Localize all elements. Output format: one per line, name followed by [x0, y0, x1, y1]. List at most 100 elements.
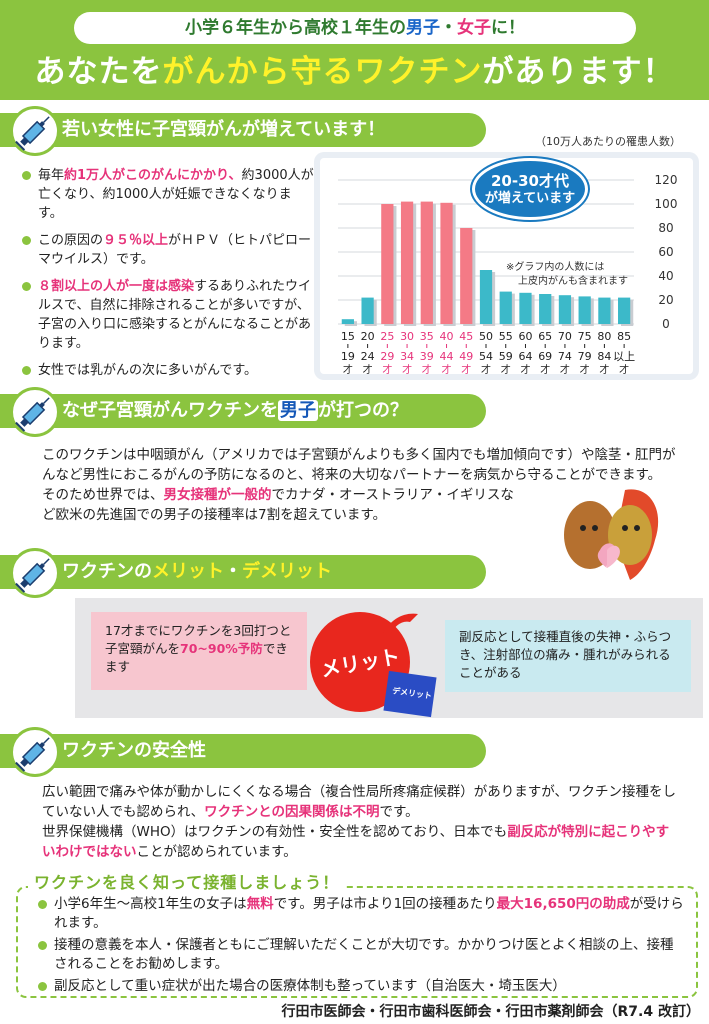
x-tick-label: 74 — [558, 350, 572, 363]
recommendation-box — [16, 886, 698, 998]
x-tick-label: 69 — [538, 350, 552, 363]
x-tick-unit: 才 — [461, 363, 471, 376]
x-tick-unit: 才 — [560, 363, 570, 376]
note-line1: ※グラフ内の人数には — [506, 262, 605, 273]
x-tick-unit: 才 — [442, 363, 452, 376]
bar-chart: 0204060801001201519才2024才2529才3034才3539才… — [338, 173, 678, 376]
callout-line1: 20-30才代 — [491, 172, 569, 190]
list-item: 小学6年生〜高校1年生の女子は無料です。男子は市より1回の接種あたり最大16,6… — [36, 895, 686, 933]
r1b: 無料 — [246, 896, 274, 912]
s2-p2b: 男女接種が一般的 — [163, 487, 272, 503]
bar — [460, 228, 473, 324]
s4-p1c: です。 — [379, 804, 419, 820]
merit-text-box: 17才までにワクチンを3回打つと子宮頸がんを70~90%予防できます — [91, 612, 307, 690]
subtitle-text: 小学６年生から高校１年生の — [185, 18, 406, 38]
title-part-c: があります！ — [482, 54, 675, 90]
syringe-icon — [10, 387, 60, 437]
y-tick-label: 120 — [655, 173, 678, 187]
x-tick-unit: 才 — [481, 363, 491, 376]
bar — [578, 296, 591, 324]
x-tick-label: 45 — [459, 330, 473, 343]
recommendation-title: ワクチンを良く知って接種しましょう！ — [28, 869, 346, 893]
bar — [558, 295, 572, 324]
x-tick-unit: 才 — [520, 363, 530, 376]
bar — [598, 297, 611, 324]
x-tick-unit: 才 — [402, 363, 412, 376]
s2-title-c: が打つの？ — [318, 400, 408, 421]
s3-title-c: ・ — [224, 561, 242, 582]
x-tick-label: 54 — [479, 350, 493, 363]
bar — [499, 291, 512, 324]
x-tick-unit: 才 — [501, 363, 511, 376]
x-tick-label: 55 — [499, 330, 513, 343]
list-item: この原因の９５％以上がＨＰＶ（ヒトパピローマウイルス）です。 — [20, 231, 315, 269]
mascot-illustration — [555, 480, 665, 590]
x-tick-label: 20 — [361, 330, 375, 343]
bar — [539, 294, 552, 324]
title-part-b: がんから守るワクチン — [162, 54, 483, 90]
merit-text-b: 70~90%予防 — [180, 641, 263, 656]
x-tick-label: 50 — [479, 330, 493, 343]
x-tick-label: 29 — [380, 350, 394, 363]
section1-bullets: 毎年約1万人がこのがんにかかり、約3000人が亡くなり、約1000人が妊娠できな… — [20, 166, 315, 388]
x-tick-label: 75 — [578, 330, 592, 343]
list-item: 女性では乳がんの次に多いがんです。 — [20, 361, 315, 380]
x-tick-label: 59 — [499, 350, 513, 363]
s3-title-b: メリット — [152, 561, 224, 582]
s4-p1a: 広い範囲で痛みや体が動かしにくくなる場合（複合性局所疼痛症候群）がありますが、ワ… — [42, 784, 676, 820]
x-tick-label: 79 — [578, 350, 592, 363]
b1c: 約3000人が亡くなり、約1000人が妊娠できなくなります。 — [38, 168, 314, 221]
r1a: 小学6年生〜高校1年生の女子は — [54, 896, 247, 912]
s2-p2a: そのため世界では、 — [42, 487, 164, 503]
merit-swoosh-icon — [382, 613, 418, 636]
section1-title-bar: 若い女性に子宮頸がんが増えています！ — [0, 113, 486, 147]
section2-title: なぜ子宮頸がんワクチンを 男子 が打つの？ — [62, 394, 408, 428]
b2b: ９５％以上 — [103, 233, 169, 248]
s2-p1: このワクチンは中咽頭がん（アメリカでは子宮頸がんよりも多く国内でも増加傾向です）… — [42, 447, 676, 483]
r1e: が受けられます。 — [54, 896, 684, 931]
subtitle-girl: 女子 — [457, 18, 491, 38]
bar — [479, 270, 493, 324]
b3b: ８割以上の人が一度は感染 — [38, 279, 195, 294]
x-tick-label: 34 — [400, 350, 414, 363]
s4-p1: 広い範囲で痛みや体が動かしにくくなる場合（複合性局所疼痛症候群）がありますが、ワ… — [42, 782, 682, 822]
subtitle-dot: ・ — [440, 18, 457, 38]
note-line2: 上皮内がんも含まれます — [518, 276, 628, 287]
bar — [341, 319, 354, 324]
chart-callout: 20-30才代 が増えています — [472, 158, 588, 220]
s4-p2: 世界保健機構（WHO）はワクチンの有効性・安全性を認めており、日本でも副反応が特… — [42, 822, 682, 862]
x-tick-label: 70 — [558, 330, 572, 343]
demerit-text-box: 副反応として接種直後の失神・ふらつき、注射部位の痛み・腫れがみられることがある — [445, 620, 691, 692]
section2-body: このワクチンは中咽頭がん（アメリカでは子宮頸がんよりも多く国内でも増加傾向です）… — [42, 445, 682, 525]
x-tick-label: 24 — [361, 350, 375, 363]
x-tick-label: 19 — [341, 350, 355, 363]
syringe-icon — [10, 548, 60, 598]
chart-note: ※グラフ内の人数には 上皮内がんも含まれます — [506, 261, 628, 289]
x-tick-unit: 才 — [343, 363, 353, 376]
r1d: 最大16,650円の助成 — [496, 896, 630, 912]
s3-title-d: デメリット — [242, 561, 332, 582]
section3-title-bar: ワクチンのメリット・デメリット — [0, 555, 486, 589]
section3-title: ワクチンのメリット・デメリット — [62, 555, 332, 589]
r1c: です。男子は市より1回の接種あたり — [273, 896, 497, 912]
x-tick-label: 49 — [459, 350, 473, 363]
x-tick-label: 25 — [380, 330, 394, 343]
y-tick-label: 40 — [658, 269, 673, 283]
bar — [618, 297, 631, 324]
s2-title-a: なぜ子宮頸がんワクチンを — [62, 400, 278, 421]
y-tick-label: 0 — [662, 317, 670, 331]
list-item: 接種の意義を本人・保護者ともにご理解いただくことが大切です。かかりつけ医とよく相… — [36, 936, 686, 974]
x-tick-unit: 才 — [540, 363, 550, 376]
x-tick-label: 84 — [597, 350, 611, 363]
list-item: ８割以上の人が一度は感染するありふれたウイルスで、自然に排除されることが多いです… — [20, 277, 315, 353]
chart-caption: （10万人あたりの罹患人数） — [535, 135, 681, 148]
bar — [440, 202, 453, 324]
x-tick-label: 80 — [597, 330, 611, 343]
merit-text-c: できます — [105, 641, 288, 674]
x-tick-label: 64 — [518, 350, 532, 363]
b4a: 女性では乳がんの次に多いがんです。 — [38, 363, 258, 378]
x-tick-label: 15 — [341, 330, 355, 343]
x-tick-label: 30 — [400, 330, 414, 343]
subtitle-end: に！ — [491, 18, 525, 38]
s2-p2c: でカナダ・オーストラリア・イギリスなど欧米の先進国での男子の接種率は7割を超えて… — [42, 487, 514, 523]
